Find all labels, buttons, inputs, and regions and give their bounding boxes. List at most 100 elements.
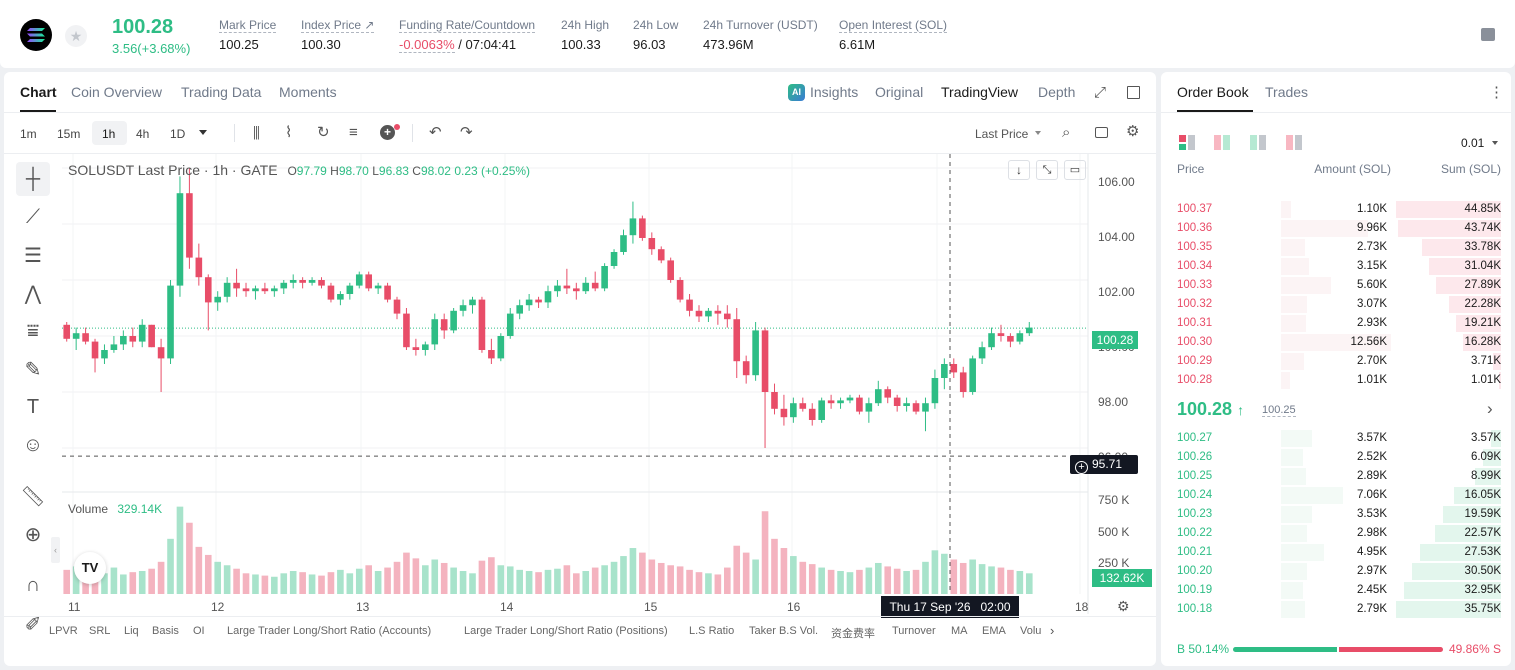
chart-ctrl-collapse-icon[interactable]: ⤡ [1036,160,1058,180]
volume-bar [271,576,278,594]
chevron-right-icon[interactable]: › [1487,399,1493,418]
chevron-down-icon[interactable] [199,130,207,135]
expand-icon[interactable]: ⤢ [1094,84,1107,101]
interval-15m[interactable]: 15m [57,127,81,141]
indicator-volume[interactable]: Volu [1020,625,1042,637]
view-both-icon[interactable] [1179,135,1195,150]
indicator-basis[interactable]: Basis [152,625,179,637]
bid-row[interactable]: 100.21 4.95K 27.53K [1161,543,1511,562]
indicator-chart-icon[interactable]: ⌇ [285,124,293,141]
add-alert-icon[interactable]: + [1075,461,1088,474]
interval-1h-active[interactable] [92,121,127,145]
bid-row[interactable]: 100.24 7.06K 16.05K [1161,486,1511,505]
interval-4h[interactable]: 4h [136,127,150,141]
tab-order-book[interactable]: Order Book [1177,84,1249,100]
brush-tool-icon[interactable]: ✎ [24,358,42,381]
indicator-large-trader-positions[interactable]: Large Trader Long/Short Ratio (Positions… [464,625,668,637]
tab-original[interactable]: Original [875,84,924,100]
chevron-down-icon[interactable] [1492,141,1498,145]
bid-row[interactable]: 100.22 2.98K 22.57K [1161,524,1511,543]
ask-row[interactable]: 100.36 9.96K 43.74K [1161,219,1511,238]
horizontal-lines-icon[interactable]: ☰ [24,244,42,267]
ask-row[interactable]: 100.28 1.01K 1.01K [1161,371,1511,390]
indicator-ema[interactable]: EMA [982,625,1006,637]
crosshair-tool-icon[interactable]: ┼ [16,162,50,196]
indicator-ls-ratio[interactable]: L.S Ratio [689,625,735,637]
collapse-toolbar-handle[interactable]: ‹ [51,537,60,563]
bid-row[interactable]: 100.18 2.79K 35.75K [1161,600,1511,619]
window-icon[interactable] [1127,86,1140,99]
magnet-icon[interactable]: ∩ [25,573,41,596]
ask-row[interactable]: 100.32 3.07K 22.28K [1161,295,1511,314]
undo-icon[interactable]: ↶ [429,124,442,141]
tab-insights[interactable]: Insights [810,84,859,100]
price-type-select[interactable]: Last Price [975,127,1029,141]
ask-row[interactable]: 100.35 2.73K 33.78K [1161,238,1511,257]
search-icon[interactable]: ⌕ [1062,124,1071,141]
pencil-lock-icon[interactable]: ✐ [24,613,42,636]
indicator-funding-rate[interactable]: 资金费率 [831,627,875,640]
ask-row[interactable]: 100.34 3.15K 31.04K [1161,257,1511,276]
view-bids-icon[interactable] [1250,135,1266,150]
ask-row[interactable]: 100.29 2.70K 3.71K [1161,352,1511,371]
bid-row[interactable]: 100.26 2.52K 6.09K [1161,448,1511,467]
tab-chart[interactable]: Chart [20,84,57,100]
trend-line-icon[interactable]: ⟋ [26,205,40,228]
tab-trading-data[interactable]: Trading Data [181,84,262,100]
indicator-liq[interactable]: Liq [124,625,139,637]
emoji-tool-icon[interactable]: ☺ [22,433,44,456]
tick-size-select[interactable]: 0.01 [1461,136,1485,150]
indicator-taker-bs-vol[interactable]: Taker B.S Vol. [749,625,819,637]
pattern-tool-icon[interactable]: ⋀ [24,282,42,305]
interval-1d[interactable]: 1D [170,127,186,141]
fib-tool-icon[interactable]: ⩸ [26,319,40,342]
interval-1m[interactable]: 1m [20,127,37,141]
indicator-large-trader-accounts[interactable]: Large Trader Long/Short Ratio (Accounts) [227,625,432,637]
bid-row[interactable]: 100.20 2.97K 30.50K [1161,562,1511,581]
ask-row[interactable]: 100.37 1.10K 44.85K [1161,200,1511,219]
tab-depth[interactable]: Depth [1038,84,1076,100]
axis-settings-icon[interactable]: ⚙ [1117,598,1130,614]
add-indicator-icon[interactable]: + [380,125,395,140]
view-split-icon[interactable] [1214,135,1230,150]
gear-icon[interactable]: ⚙ [1126,123,1140,140]
insights-icon[interactable]: AI [788,84,805,101]
bid-row[interactable]: 100.25 2.89K 8.99K [1161,467,1511,486]
text-tool-icon[interactable]: T [26,395,40,418]
zoom-in-icon[interactable]: ⊕ [24,523,42,546]
more-icon[interactable]: ⋮ [1489,84,1504,101]
bid-row[interactable]: 100.27 3.57K 3.57K [1161,429,1511,448]
bid-row[interactable]: 100.23 3.53K 19.59K [1161,505,1511,524]
camera-icon[interactable] [1095,127,1108,138]
indicator-lpvr[interactable]: LPVR [49,625,78,637]
ask-row[interactable]: 100.33 5.60K 27.89K [1161,276,1511,295]
mid-price[interactable]: 100.28 ↑ [1177,399,1244,420]
candle-body [978,347,986,359]
indicator-turnover[interactable]: Turnover [892,625,936,637]
indicator-srl[interactable]: SRL [89,625,111,637]
tab-coin-overview[interactable]: Coin Overview [71,84,163,100]
template-icon[interactable]: ≡ [349,124,358,141]
interval-1h[interactable]: 1h [102,127,116,141]
chart-ctrl-maximize-icon[interactable]: ▭ [1064,160,1086,180]
tab-moments[interactable]: Moments [279,84,337,100]
indicator-oi[interactable]: OI [193,625,205,637]
tab-trades[interactable]: Trades [1265,84,1309,100]
redo-icon[interactable]: ↷ [460,124,473,141]
chevron-right-icon[interactable]: › [1050,623,1055,638]
ruler-tool-icon[interactable]: 📏︎ [20,485,46,508]
book-icon[interactable] [1481,28,1495,41]
bid-row[interactable]: 100.19 2.45K 32.95K [1161,581,1511,600]
ask-row[interactable]: 100.30 12.56K 16.28K [1161,333,1511,352]
view-asks-icon[interactable] [1286,135,1302,150]
favorite-star-icon[interactable]: ★ [65,25,87,47]
ask-row[interactable]: 100.31 2.93K 19.21K [1161,314,1511,333]
indicator-ma[interactable]: MA [951,625,968,637]
tab-tradingview[interactable]: TradingView [941,84,1019,100]
chevron-down-icon[interactable] [1035,131,1041,135]
chart-ctrl-down-icon[interactable]: ↓ [1008,160,1030,180]
refresh-icon[interactable]: ↻ [317,124,330,141]
candle-type-icon[interactable]: ⫼ [253,125,260,142]
stat-index-price[interactable]: Index Price ↗ 100.30 [301,18,375,52]
candle-body [903,403,910,406]
